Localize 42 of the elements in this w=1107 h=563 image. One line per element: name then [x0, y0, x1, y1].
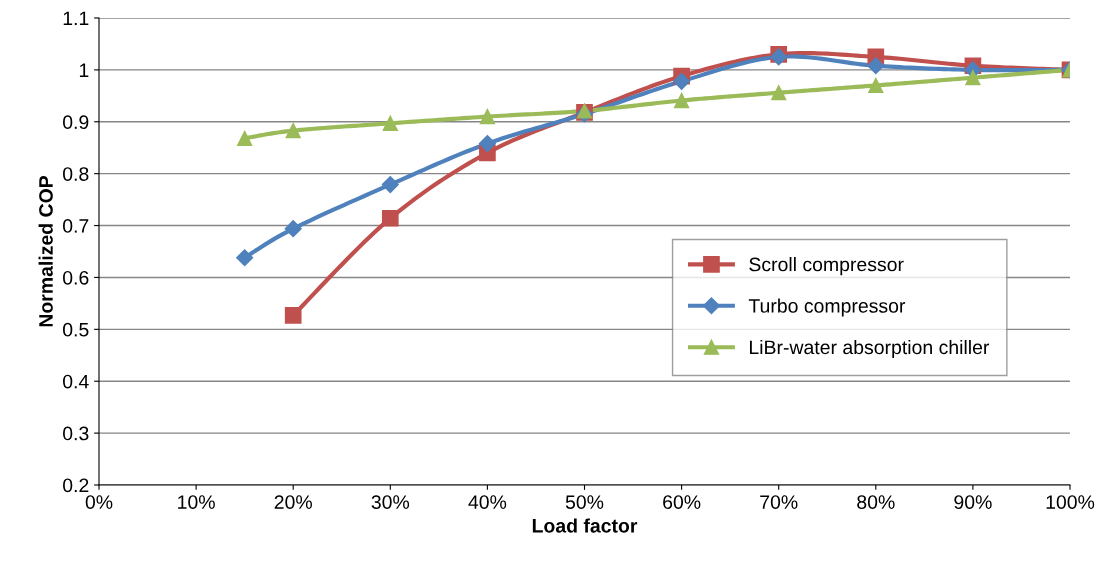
- legend-label: Scroll compressor: [749, 257, 904, 276]
- point: [673, 72, 691, 90]
- x-tick-label: 100%: [1046, 495, 1095, 509]
- point: [237, 130, 253, 147]
- x-tick-label: 0%: [85, 495, 113, 509]
- x-tick-label: 80%: [857, 495, 895, 509]
- y-tick-label: 1: [79, 63, 89, 77]
- x-tick-label: 20%: [274, 495, 312, 509]
- y-tick-label: 0.2: [63, 478, 89, 493]
- point: [479, 108, 496, 125]
- point: [867, 57, 885, 75]
- y-tick-label: 0.6: [63, 270, 89, 285]
- y-tick-label: 0.7: [63, 219, 89, 233]
- y-tick-label: 0.4: [63, 374, 89, 389]
- point: [673, 92, 690, 109]
- y-tick-label: 0.8: [63, 167, 89, 181]
- legend-label: LiBr-water absorption chiller: [749, 339, 990, 359]
- point: [478, 135, 496, 153]
- y-axis-title: Normalized COP: [38, 175, 53, 327]
- point: [965, 70, 981, 86]
- x-tick-label: 40%: [468, 495, 507, 509]
- y-tick-label: 0.9: [63, 115, 89, 130]
- point: [284, 306, 302, 324]
- x-axis-title: Load factor: [532, 518, 638, 533]
- point: [381, 209, 399, 227]
- legend-label: Turbo compressor: [748, 298, 906, 317]
- point: [236, 249, 254, 267]
- point: [285, 122, 301, 139]
- x-tick-label: 50%: [565, 495, 604, 509]
- y-tick-label: 0.3: [63, 426, 89, 441]
- point: [381, 176, 399, 194]
- x-tick-label: 60%: [663, 495, 701, 509]
- y-tick-label: 1.1: [63, 11, 89, 26]
- point: [284, 220, 302, 238]
- point: [382, 115, 398, 131]
- point: [771, 85, 787, 101]
- x-tick-label: 70%: [760, 495, 798, 509]
- y-tick-label: 0.5: [63, 322, 89, 337]
- x-tick-label: 90%: [954, 495, 992, 509]
- point: [868, 77, 884, 94]
- x-tick-label: 10%: [178, 495, 215, 509]
- x-tick-label: 30%: [371, 495, 410, 509]
